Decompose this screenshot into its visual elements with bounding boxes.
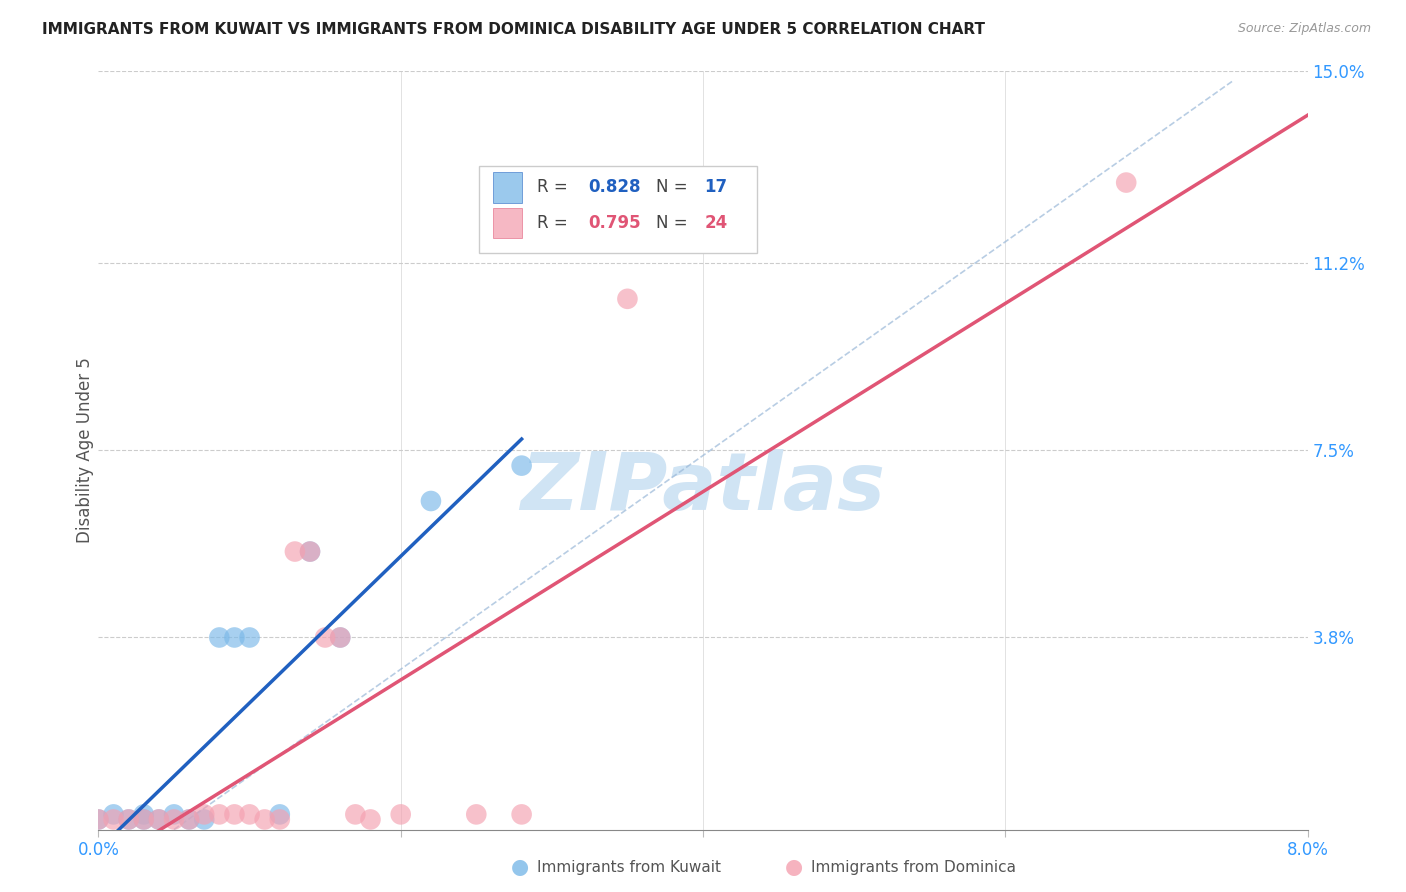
Point: [284, 544, 307, 558]
FancyBboxPatch shape: [479, 166, 758, 253]
Point: [148, 813, 170, 827]
Point: [163, 807, 186, 822]
Point: [87, 813, 110, 827]
Point: [193, 807, 215, 822]
Text: Immigrants from Kuwait: Immigrants from Kuwait: [537, 860, 721, 874]
Point: [132, 813, 155, 827]
Point: [224, 631, 246, 645]
Point: [314, 631, 336, 645]
Point: [510, 807, 533, 822]
Point: [118, 813, 141, 827]
Point: [87, 813, 110, 827]
Point: [179, 813, 201, 827]
Y-axis label: Disability Age Under 5: Disability Age Under 5: [76, 358, 94, 543]
Text: 24: 24: [704, 214, 727, 232]
Text: 0.795: 0.795: [588, 214, 641, 232]
Point: [269, 813, 291, 827]
FancyBboxPatch shape: [492, 172, 522, 202]
Text: N =: N =: [655, 214, 693, 232]
Text: N =: N =: [655, 178, 693, 196]
Point: [299, 544, 322, 558]
Text: ●: ●: [512, 857, 529, 877]
Text: Source: ZipAtlas.com: Source: ZipAtlas.com: [1237, 22, 1371, 36]
Point: [163, 813, 186, 827]
Point: [103, 813, 125, 827]
Point: [269, 807, 291, 822]
Text: 17: 17: [704, 178, 727, 196]
Point: [389, 807, 412, 822]
Text: 0.828: 0.828: [588, 178, 641, 196]
Point: [510, 458, 533, 473]
Point: [344, 807, 367, 822]
Point: [616, 292, 638, 306]
Point: [239, 807, 262, 822]
Point: [208, 807, 231, 822]
Point: [179, 813, 201, 827]
Point: [148, 813, 170, 827]
Point: [132, 807, 155, 822]
Point: [1115, 176, 1137, 190]
Text: IMMIGRANTS FROM KUWAIT VS IMMIGRANTS FROM DOMINICA DISABILITY AGE UNDER 5 CORREL: IMMIGRANTS FROM KUWAIT VS IMMIGRANTS FRO…: [42, 22, 986, 37]
Point: [239, 631, 262, 645]
Point: [465, 807, 488, 822]
Point: [329, 631, 352, 645]
Point: [360, 813, 382, 827]
Text: R =: R =: [537, 178, 574, 196]
Text: Immigrants from Dominica: Immigrants from Dominica: [811, 860, 1017, 874]
Text: R =: R =: [537, 214, 574, 232]
Point: [103, 807, 125, 822]
Text: ●: ●: [786, 857, 803, 877]
Point: [208, 631, 231, 645]
FancyBboxPatch shape: [492, 208, 522, 238]
Point: [420, 494, 443, 508]
Point: [132, 813, 155, 827]
Point: [224, 807, 246, 822]
Point: [299, 544, 322, 558]
Point: [193, 813, 215, 827]
Point: [118, 813, 141, 827]
Text: ZIPatlas: ZIPatlas: [520, 450, 886, 527]
Point: [329, 631, 352, 645]
Point: [253, 813, 276, 827]
